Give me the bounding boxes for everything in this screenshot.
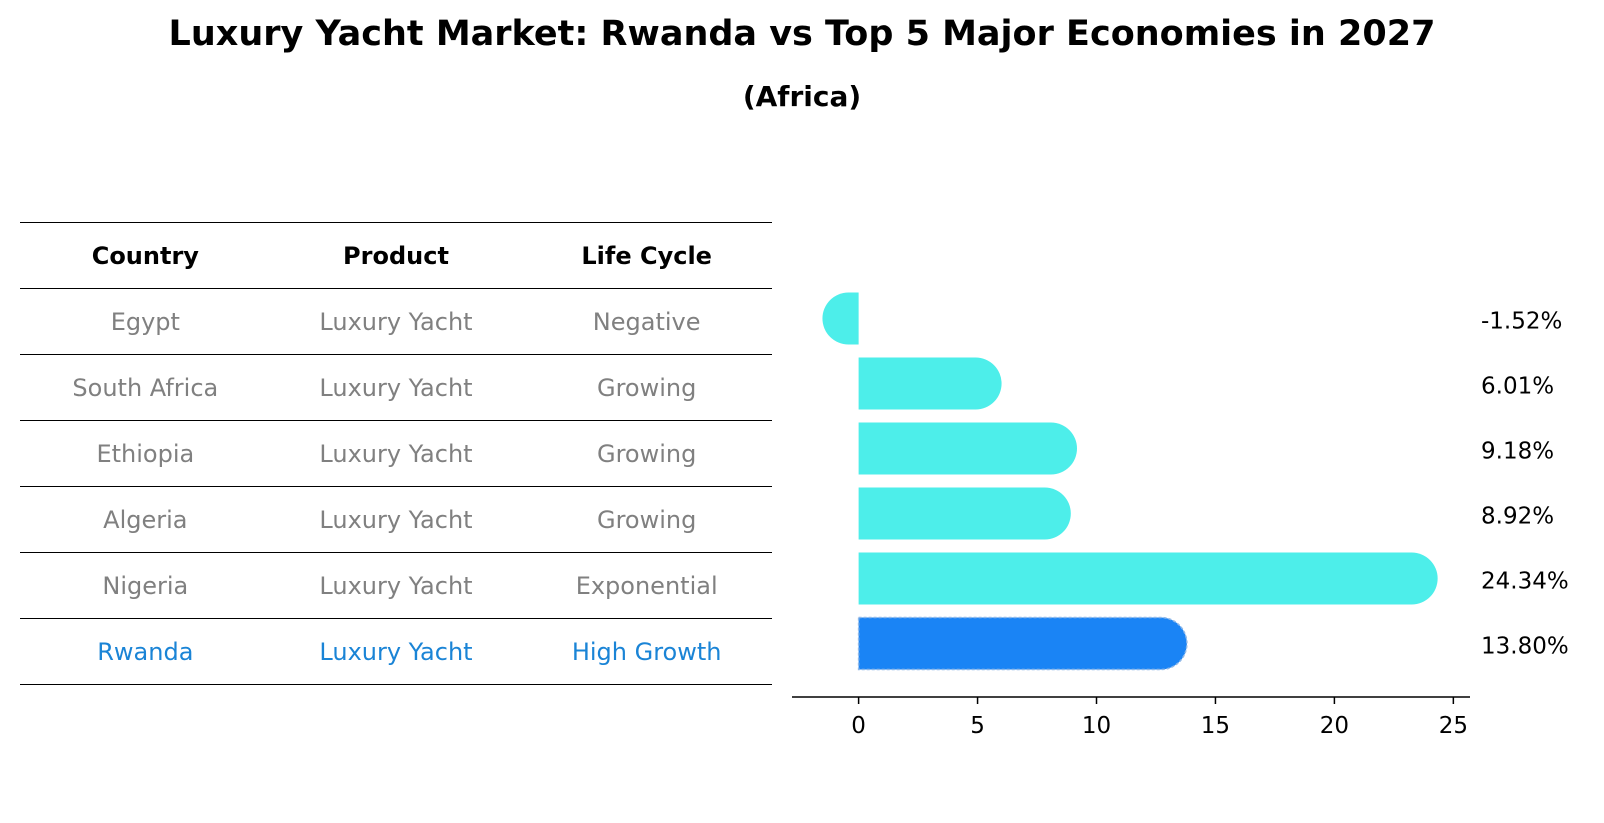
cell-life-cycle: Growing (521, 354, 772, 421)
cell-life-cycle: Growing (521, 420, 772, 487)
data-label: -1.52% (1481, 309, 1562, 335)
cell-life-cycle: Exponential (521, 552, 772, 619)
data-label: 9.18% (1481, 439, 1554, 465)
cell-product: Luxury Yacht (270, 354, 522, 421)
bar-rwanda (857, 616, 1188, 671)
x-tick-label: 20 (1320, 713, 1349, 739)
header-life-cycle: Life Cycle (521, 222, 772, 289)
cell-country: Algeria (20, 486, 271, 553)
table-row: South Africa Luxury Yacht Growing (20, 354, 772, 421)
cell-product: Luxury Yacht (270, 552, 522, 619)
bar-egypt (822, 292, 859, 345)
bar-ethiopia (858, 422, 1077, 475)
bar-algeria (858, 487, 1071, 540)
chart-subtitle: (Africa) (742, 80, 862, 113)
table-row: Ethiopia Luxury Yacht Growing (20, 420, 772, 487)
table-row: Egypt Luxury Yacht Negative (20, 288, 772, 355)
cell-country: Egypt (20, 288, 271, 355)
cell-country: Ethiopia (20, 420, 271, 487)
table-row: Nigeria Luxury Yacht Exponential (20, 552, 772, 619)
x-tick-label: 5 (970, 713, 985, 739)
bar-nigeria (858, 552, 1438, 605)
cell-product: Luxury Yacht (270, 618, 522, 685)
cell-product: Luxury Yacht (270, 420, 522, 487)
cell-life-cycle: Growing (521, 486, 772, 553)
header-product: Product (270, 222, 522, 289)
table-row-highlight: Rwanda Luxury Yacht High Growth (20, 618, 772, 685)
data-label: 6.01% (1481, 374, 1554, 400)
table-row: Algeria Luxury Yacht Growing (20, 486, 772, 553)
cell-product: Luxury Yacht (270, 288, 522, 355)
cell-product: Luxury Yacht (270, 486, 522, 553)
x-tick-label: 10 (1082, 713, 1111, 739)
cell-country: Nigeria (20, 552, 271, 619)
x-tick-label: 0 (851, 713, 866, 739)
cell-life-cycle: Negative (521, 288, 772, 355)
table-header-row: Country Product Life Cycle (20, 222, 772, 289)
market-table: Country Product Life Cycle Egypt Luxury … (20, 222, 772, 685)
data-label: 8.92% (1481, 504, 1554, 530)
header-country: Country (20, 222, 271, 289)
cell-country: Rwanda (20, 618, 271, 685)
bar-south-africa (858, 357, 1002, 410)
x-tick-label: 15 (1201, 713, 1230, 739)
chart-title: Luxury Yacht Market: Rwanda vs Top 5 Maj… (168, 14, 1436, 54)
data-label: 24.34% (1481, 569, 1569, 595)
cell-life-cycle: High Growth (521, 618, 772, 685)
data-label: 13.80% (1481, 634, 1569, 660)
cell-country: South Africa (20, 354, 271, 421)
x-tick-label: 25 (1439, 713, 1468, 739)
